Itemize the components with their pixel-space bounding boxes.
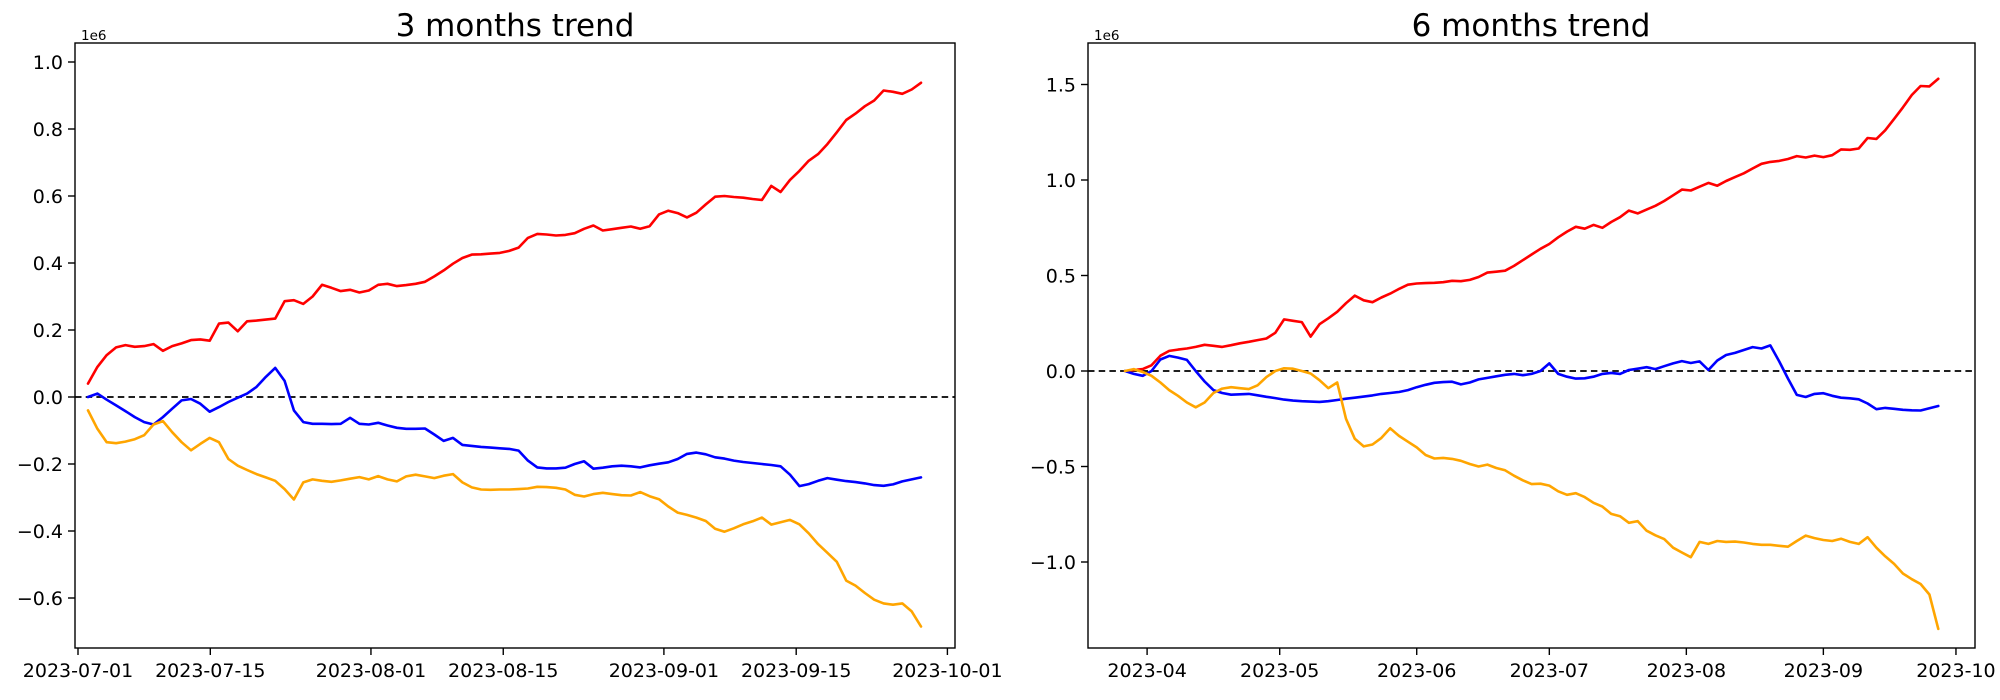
x-tick-label: 2023-08: [1647, 660, 1726, 682]
trend6m-blue-series-line: [1123, 344, 1940, 412]
y-tick-label: 0.0: [1046, 361, 1076, 383]
y-tick-label: 0.4: [33, 253, 63, 275]
y-tick-label: −0.6: [17, 588, 63, 610]
trend6m-orange-series-line: [1123, 366, 1940, 631]
x-tick-label: 2023-04: [1107, 660, 1186, 682]
x-tick-label: 2023-09: [1784, 660, 1863, 682]
y-tick-label: −1.0: [1030, 552, 1076, 574]
plot-border: [74, 42, 956, 649]
trend3m-orange-series-line: [86, 409, 923, 628]
y-tick-label: 1.0: [1046, 170, 1076, 192]
chart-6-months-trend: 1.5 1.0 0.5 0.0 −0.5 −1.0 2023-04 2023-05 2023-0…: [1030, 42, 1996, 682]
chart-title-6-months: 6 months trend: [1412, 8, 1651, 44]
y-tick-label: −0.5: [1030, 457, 1076, 479]
y-tick-label: 0.5: [1046, 266, 1076, 288]
chart-title-3-months: 3 months trend: [396, 8, 635, 44]
y-tick-label: 1.5: [1046, 75, 1076, 97]
y-tick-label: 0.8: [33, 119, 63, 141]
x-tick-label: 2023-07-15: [155, 660, 265, 682]
chart-3-months-trend: 1.0 0.8 0.6 0.4 0.2 0.0 −0.2 −0.4 −0.6 2023-07-01…: [17, 42, 1003, 682]
plot-border: [1087, 42, 1976, 649]
y-axis-offset-label-right: 1e6: [1094, 28, 1119, 44]
x-tick-label: 2023-06: [1377, 660, 1456, 682]
y-tick-label: 1.0: [33, 52, 63, 74]
x-tick-label: 2023-09-01: [609, 660, 719, 682]
y-tick-label: 0.0: [33, 387, 63, 409]
y-tick-label: 0.2: [33, 320, 63, 342]
x-tick-label: 2023-10-01: [892, 660, 1002, 682]
x-tick-label: 2023-08-01: [316, 660, 426, 682]
x-tick-label: 2023-10: [1916, 660, 1995, 682]
y-axis-offset-label-left: 1e6: [81, 28, 106, 44]
y-tick-label: 0.6: [33, 186, 63, 208]
y-tick-label: −0.4: [17, 521, 63, 543]
trend3m-blue-series-line: [86, 366, 923, 488]
trend6m-red-series-line: [1123, 77, 1940, 373]
x-tick-label: 2023-07-01: [23, 660, 133, 682]
x-tick-label: 2023-05: [1240, 660, 1319, 682]
x-tick-label: 2023-08-15: [448, 660, 558, 682]
trend3m-red-series-line: [86, 81, 923, 385]
y-tick-label: −0.2: [17, 454, 63, 476]
x-tick-label: 2023-09-15: [741, 660, 851, 682]
x-tick-label: 2023-07: [1510, 660, 1589, 682]
